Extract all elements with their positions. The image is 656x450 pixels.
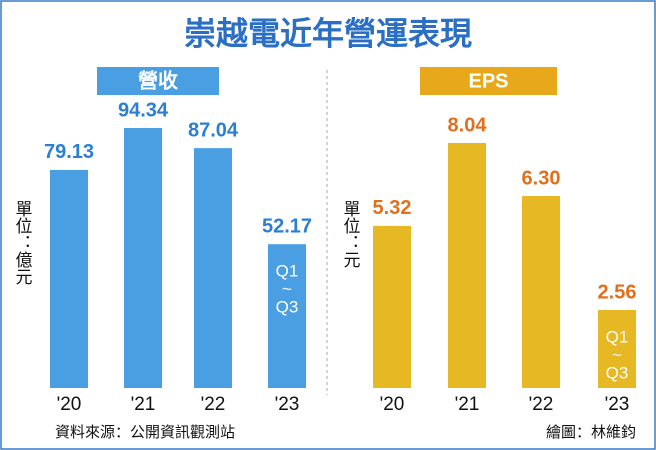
x-tick-label: '20 <box>57 394 82 415</box>
bar <box>598 309 636 388</box>
value-label: 94.34 <box>118 99 169 121</box>
annotation: Q1 <box>276 262 299 281</box>
source: 資料來源：公開資訊觀測站 <box>55 424 235 441</box>
value-label: 52.17 <box>262 216 312 238</box>
header-box <box>420 67 557 95</box>
unit-label: 單位：元 <box>341 200 361 268</box>
value-label: 79.13 <box>44 141 94 163</box>
bar <box>522 196 560 388</box>
x-tick-label: '23 <box>275 394 300 415</box>
chart-title: 崇越電近年營運表現 <box>184 15 472 51</box>
annotation: ~ <box>282 280 292 299</box>
annotation: Q1 <box>606 327 629 346</box>
annotation: Q3 <box>606 363 629 382</box>
annotation: Q3 <box>276 298 299 317</box>
value-label: 87.04 <box>188 119 239 141</box>
bar <box>373 225 411 388</box>
panel-title: 營收 <box>138 68 178 92</box>
bar <box>194 148 232 388</box>
value-label: 6.30 <box>522 167 561 189</box>
x-tick-label: '23 <box>605 394 630 415</box>
bar <box>268 244 306 388</box>
unit-label: 單位：億元 <box>13 200 33 285</box>
value-label: 5.32 <box>373 197 412 219</box>
value-label: 2.56 <box>598 281 637 303</box>
bar <box>50 169 88 388</box>
x-tick-label: '21 <box>131 394 156 415</box>
value-label: 8.04 <box>448 114 488 136</box>
credit: 繪圖：林維鈞 <box>546 423 636 441</box>
header-box <box>97 67 219 95</box>
panel-title: EPS <box>468 70 508 92</box>
x-tick-label: '22 <box>529 394 554 415</box>
bar <box>124 128 162 388</box>
x-tick-label: '22 <box>201 394 226 415</box>
x-tick-label: '20 <box>380 394 405 415</box>
bar <box>448 143 486 388</box>
x-tick-label: '21 <box>455 394 480 415</box>
annotation: ~ <box>612 345 622 364</box>
